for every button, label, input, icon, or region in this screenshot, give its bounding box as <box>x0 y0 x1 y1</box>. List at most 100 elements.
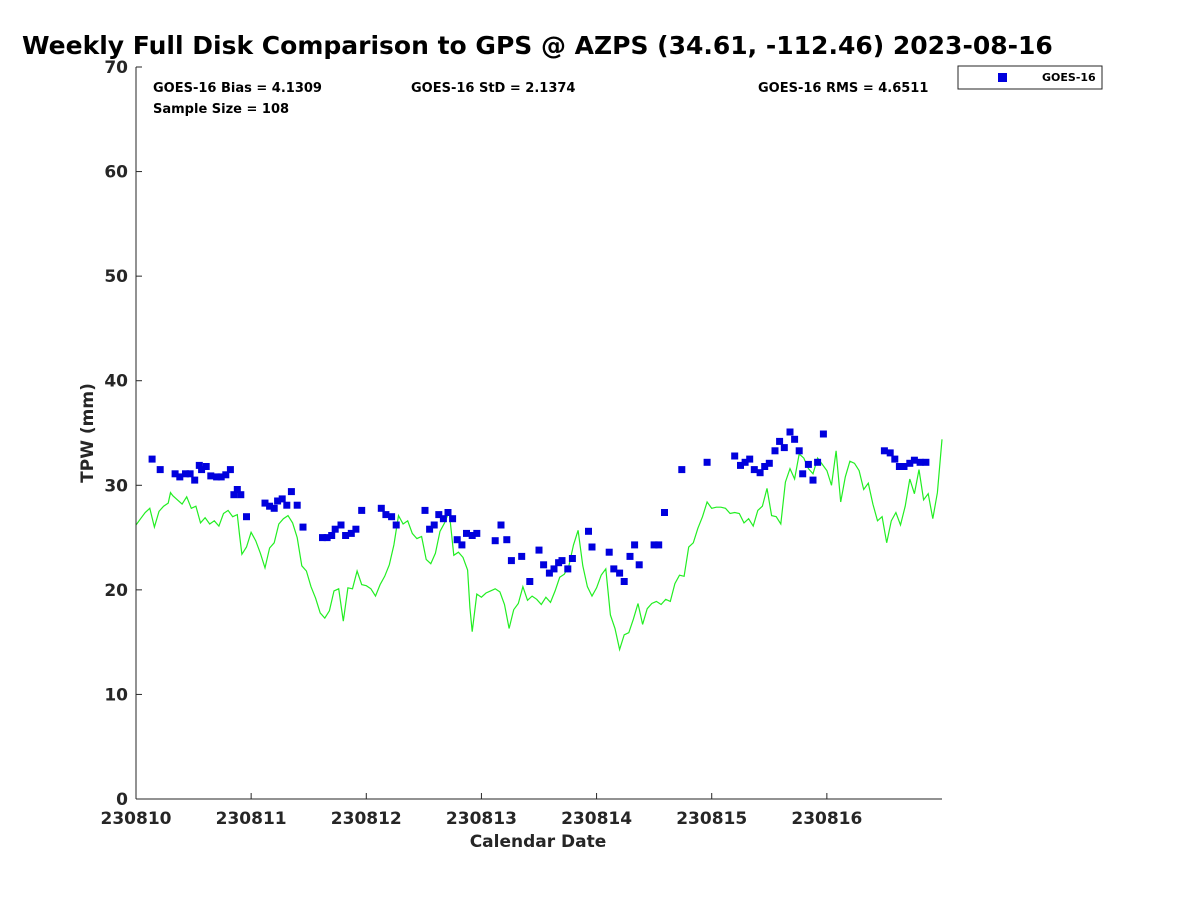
goes-16-point <box>274 497 282 505</box>
goes-16-point <box>655 541 663 549</box>
goes-16-series <box>148 428 930 585</box>
y-tick-label: 30 <box>104 476 128 496</box>
y-tick-label: 60 <box>104 163 128 183</box>
x-tick-label: 230811 <box>216 809 287 829</box>
goes-16-point <box>287 488 295 496</box>
goes-16-point <box>195 461 203 469</box>
goes-16-point <box>156 466 164 474</box>
goes-16-point <box>906 459 914 467</box>
y-tick-label: 50 <box>104 267 128 287</box>
x-tick-label: 230815 <box>676 809 747 829</box>
goes-16-point <box>278 495 286 503</box>
goes-16-point <box>243 513 250 521</box>
goes-16-point <box>176 473 184 481</box>
goes-16-point <box>186 470 194 478</box>
goes-16-point <box>626 552 634 560</box>
x-axis-label: Calendar Date <box>470 832 607 852</box>
plot-area <box>136 67 942 799</box>
goes-16-point <box>635 561 643 569</box>
goes-16-point <box>756 469 764 477</box>
goes-16-point <box>809 476 817 484</box>
goes-16-point <box>737 461 744 469</box>
goes-16-point <box>922 458 930 466</box>
goes-16-point <box>771 447 779 455</box>
goes-16-point <box>233 486 241 493</box>
std-stat: GOES-16 StD = 2.1374 <box>411 81 575 96</box>
rms-stat: GOES-16 RMS = 4.6511 <box>758 81 928 96</box>
goes-16-point <box>377 504 385 512</box>
goes-16-point <box>261 499 269 507</box>
goes-16-point <box>299 523 307 531</box>
goes-16-point <box>468 532 476 539</box>
x-tick-label: 230816 <box>791 809 862 829</box>
legend-box <box>957 65 1103 90</box>
goes-16-point <box>814 458 822 466</box>
goes-16-point <box>741 458 749 466</box>
goes-16-point <box>910 456 918 464</box>
y-tick-label: 0 <box>116 790 128 810</box>
y-tick-label: 10 <box>104 685 128 705</box>
goes-16-point <box>895 463 903 470</box>
goes-16-point <box>746 455 754 463</box>
goes-16-point <box>430 521 438 529</box>
goes-16-point <box>535 546 543 554</box>
x-tick-label: 230814 <box>561 809 632 829</box>
goes-16-point <box>780 444 788 452</box>
goes-16-point <box>795 447 803 455</box>
goes-16-point <box>503 536 511 544</box>
chart-title: Weekly Full Disk Comparison to GPS @ AZP… <box>22 31 1053 60</box>
goes-16-point <box>213 473 221 481</box>
legend-marker <box>998 73 1007 82</box>
sample-size-stat: Sample Size = 108 <box>153 102 289 117</box>
goes-16-point <box>191 476 199 484</box>
goes-16-point <box>819 430 827 438</box>
x-tick-label: 230810 <box>101 809 172 829</box>
goes-16-point <box>226 466 234 474</box>
goes-16-point <box>588 543 596 551</box>
goes-16-point <box>222 471 230 479</box>
goes-16-point <box>610 565 618 573</box>
goes-16-point <box>650 541 658 549</box>
goes-16-point <box>545 569 553 577</box>
goes-16-point <box>678 466 686 474</box>
goes-16-point <box>507 557 515 565</box>
goes-16-point <box>182 470 189 478</box>
goes-16-point <box>473 529 481 537</box>
goes-16-point <box>421 506 429 514</box>
goes-16-point <box>293 501 301 509</box>
goes-16-point <box>202 463 210 470</box>
goes-16-point <box>761 463 769 470</box>
goes-16-point <box>207 472 215 480</box>
goes-16-point <box>342 532 350 539</box>
goes-16-point <box>886 449 894 457</box>
y-axis-label: TPW (mm) <box>78 383 98 483</box>
goes-16-point <box>491 537 499 545</box>
goes-16-point <box>631 541 639 549</box>
goes-16-point <box>550 565 558 573</box>
bias-stat: GOES-16 Bias = 4.1309 <box>153 81 322 96</box>
goes-16-point <box>661 509 668 516</box>
goes-16-point <box>198 466 206 474</box>
goes-16-point <box>916 458 924 466</box>
goes-16-point <box>270 504 278 512</box>
goes-16-point <box>388 513 396 521</box>
goes-16-point <box>776 437 784 445</box>
goes-16-point <box>731 452 739 460</box>
goes-16-point <box>585 527 592 535</box>
goes-16-point <box>171 470 179 478</box>
goes-16-point <box>230 491 238 499</box>
goes-16-point <box>540 561 548 569</box>
goes-16-point <box>799 470 807 478</box>
goes-16-point <box>337 521 345 529</box>
legend: GOES-16 <box>957 65 1103 90</box>
goes-16-point <box>458 541 466 549</box>
goes-16-point <box>564 565 572 573</box>
y-axis-ticks: 0 10 20 30 40 50 60 70 <box>104 58 142 810</box>
goes-16-point <box>328 532 336 539</box>
goes-16-point <box>217 473 225 481</box>
goes-16-point <box>616 569 624 577</box>
goes-16-point <box>237 491 245 499</box>
goes-16-point <box>804 460 812 468</box>
goes-16-point <box>891 455 899 463</box>
